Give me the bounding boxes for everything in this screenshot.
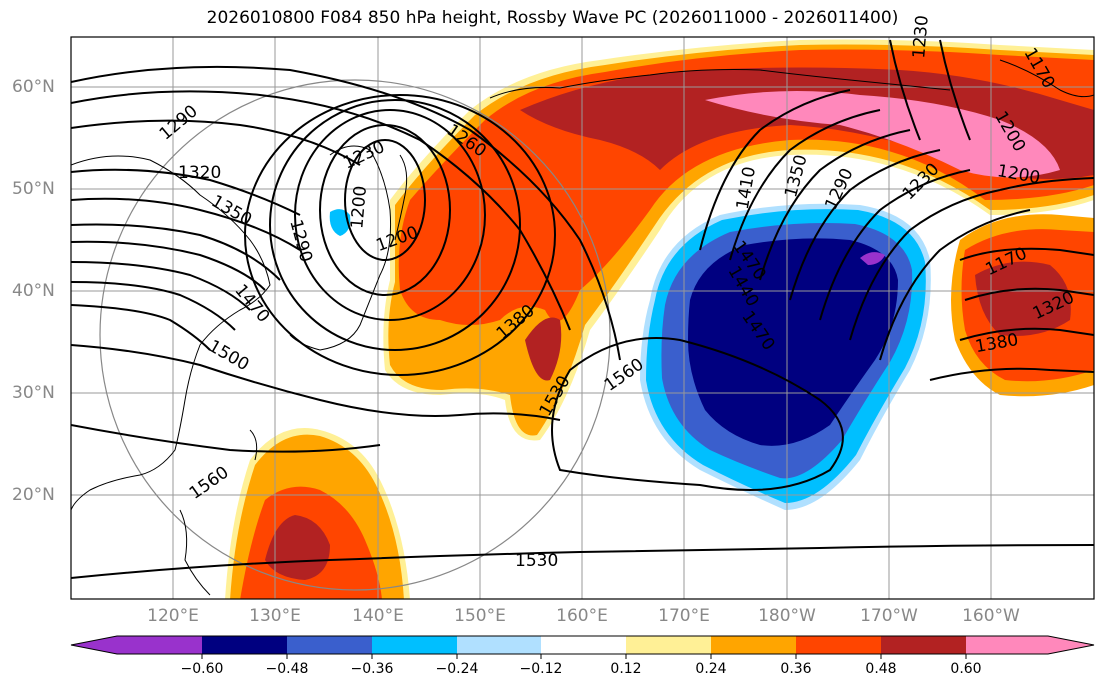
colorbar-segment <box>541 636 626 654</box>
colorbar-segment <box>711 636 796 654</box>
contour-label: 1230 <box>340 137 388 173</box>
contour-label: 1200 <box>347 185 371 230</box>
positive-anomaly-pink <box>705 91 1060 178</box>
colorbar <box>70 635 1095 659</box>
lat-label-40n: 40°N <box>12 281 55 301</box>
colorbar-tick-label: 0.12 <box>610 661 642 677</box>
colorbar-tick-label: −0.60 <box>180 661 224 677</box>
lon-label-160w: 160°W <box>962 606 1020 626</box>
lon-label-170e: 170°E <box>658 606 710 626</box>
positive-anomaly-darkred-core <box>525 317 562 381</box>
colorbar-segment <box>796 636 881 654</box>
colorbar-tick-label: 0.60 <box>950 661 982 677</box>
lat-label-50n: 50°N <box>12 179 55 199</box>
negative-anomaly-small <box>329 209 351 236</box>
contour-label: 1350 <box>781 153 812 200</box>
contour-label: 1560 <box>186 463 233 504</box>
colorbar-tick-label: 0.36 <box>780 661 812 677</box>
colorbar-tick-label: −0.24 <box>435 661 479 677</box>
map-frame <box>70 36 1095 600</box>
contour-label: 1470 <box>230 281 273 327</box>
lon-label-120e: 120°E <box>147 606 199 626</box>
lon-label-170w: 170°W <box>860 606 918 626</box>
map-title: 2026010800 F084 850 hPa height, Rossby W… <box>206 8 899 28</box>
contour-label: 1320 <box>178 163 221 183</box>
positive-anomaly-east-darkred <box>975 261 1071 336</box>
lon-label-180w: 180°W <box>758 606 816 626</box>
colorbar-segment <box>1048 636 1094 654</box>
lat-label-60n: 60°N <box>12 77 55 97</box>
contour-label: 1290 <box>156 101 202 144</box>
colorbar-segment <box>287 636 372 654</box>
lon-label-130e: 130°E <box>249 606 301 626</box>
colorbar-segment <box>881 636 966 654</box>
colorbar-tick-label: −0.36 <box>350 661 394 677</box>
graticule <box>71 37 1094 599</box>
coastlines <box>71 59 1094 596</box>
lat-label-30n: 30°N <box>12 383 55 403</box>
colorbar-segment <box>372 636 457 654</box>
lon-label-160e: 160°E <box>556 606 608 626</box>
colorbar-tick-label: −0.48 <box>265 661 309 677</box>
colorbar-tick-label: 0.48 <box>865 661 897 677</box>
contour-label: 1530 <box>515 551 558 571</box>
contour-label: 1350 <box>208 191 255 230</box>
lon-label-140e: 140°E <box>352 606 404 626</box>
lat-label-20n: 20°N <box>12 485 55 505</box>
colorbar-segment <box>966 636 1048 654</box>
negative-anomaly-purple <box>860 252 885 265</box>
colorbar-tick-label: 0.24 <box>695 661 727 677</box>
colorbar-segment <box>117 636 202 654</box>
colorbar-segment <box>202 636 287 654</box>
height-contours <box>71 39 1094 579</box>
colorbar-segment <box>626 636 711 654</box>
lon-label-150e: 150°E <box>454 606 506 626</box>
colorbar-segment <box>71 636 117 654</box>
contour-label: 1410 <box>733 165 760 211</box>
negative-anomaly-navy <box>688 238 898 446</box>
colorbar-segment <box>457 636 541 654</box>
positive-anomaly-south-darkred <box>265 515 330 580</box>
contour-label: 1290 <box>285 217 316 264</box>
colorbar-tick-label: −0.12 <box>519 661 563 677</box>
